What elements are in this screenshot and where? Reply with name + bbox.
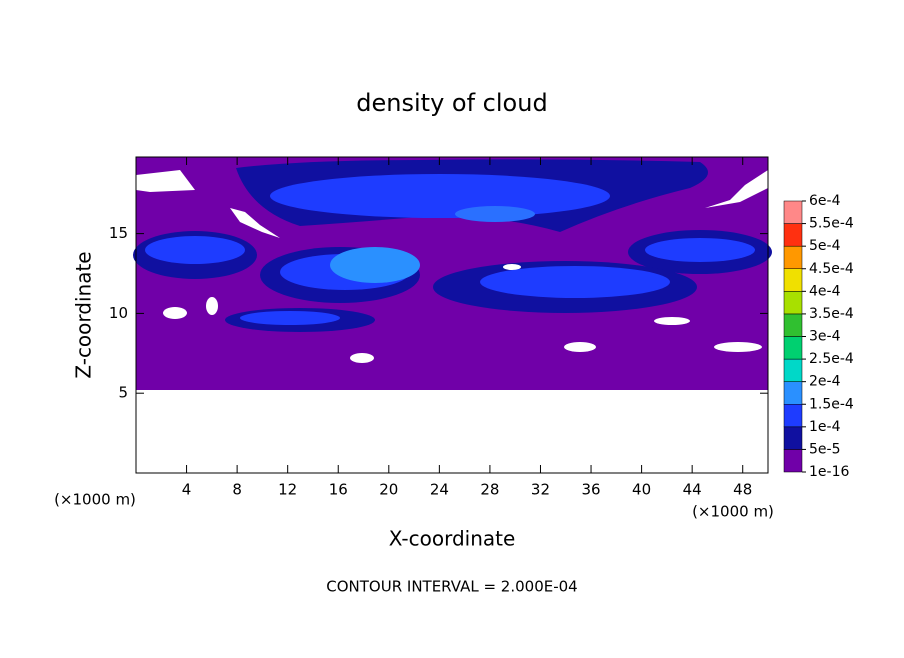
cloud-free-region [230,208,280,238]
colorbar-label: 6e-4 [809,193,841,209]
y-axis-label: Z-coordinate [72,251,96,378]
x-tick-label: 16 [329,481,348,499]
cloud-free-region [136,157,195,192]
x-unit: (×1000 m) [54,491,136,509]
x-tick-label: 12 [278,481,297,499]
colorbar-swatch [783,313,803,337]
y-tick-label: 15 [109,224,128,242]
x-tick-label: 24 [430,481,449,499]
colorbar-swatch [783,426,803,450]
x-tick-label: 48 [733,481,752,499]
x-axis-label: X-coordinate [389,527,516,551]
chart-title: density of cloud [356,89,547,117]
x-tick-label: 20 [379,481,398,499]
cloud-free-region [564,342,596,352]
x-tick-label: 28 [480,481,499,499]
contour-region [330,247,420,283]
cloud-free-region [503,264,521,270]
colorbar-swatch [783,404,803,428]
x-tick-label: 40 [632,481,651,499]
colorbar-swatch [783,358,803,382]
colorbar-label: 1e-4 [809,419,841,435]
contour-region [270,174,610,218]
colorbar-label: 3e-4 [809,329,841,345]
colorbar-swatch [783,200,803,224]
colorbar-label: 4.5e-4 [809,261,854,277]
x-tick-label: 4 [182,481,192,499]
colorbar-swatch [783,336,803,360]
colorbar-swatch [783,381,803,405]
contour-region [480,266,670,298]
cloud-free-region [163,307,187,319]
colorbar-swatch [783,268,803,292]
cloud-free-region [714,342,762,352]
colorbar-label: 5e-5 [809,441,840,457]
colorbar-label: 1e-16 [809,464,849,480]
contour-field [133,157,772,473]
colorbar-label: 5.5e-4 [809,216,854,232]
y-unit: (×1000 m) [692,503,774,521]
colorbar-swatch [783,291,803,315]
cloud-free-region [136,390,768,473]
colorbar-swatch [783,245,803,270]
contour-region [240,311,340,325]
colorbar-swatch [783,449,803,473]
colorbar-swatch [783,223,803,247]
y-tick-label: 10 [109,304,128,322]
cloud-free-region [654,317,690,325]
colorbar-label: 1.5e-4 [809,396,854,412]
colorbar-label: 5e-4 [809,238,841,254]
x-tick-label: 44 [683,481,702,499]
x-tick-label: 8 [232,481,242,499]
colorbar-label: 4e-4 [809,283,841,299]
contour-region [455,206,535,222]
x-tick-label: 32 [531,481,550,499]
colorbar-label: 3.5e-4 [809,306,854,322]
cloud-free-region [705,170,768,208]
y-tick-label: 5 [118,384,128,402]
x-tick-label: 36 [581,481,600,499]
footer-note: CONTOUR INTERVAL = 2.000E-04 [326,578,577,596]
plot-frame [135,156,769,474]
colorbar-label: 2e-4 [809,374,841,390]
cloud-free-region [350,353,374,363]
cloud-free-region [206,297,218,315]
contour-region [645,238,755,262]
colorbar-label: 2.5e-4 [809,351,854,367]
contour-region [145,236,245,264]
